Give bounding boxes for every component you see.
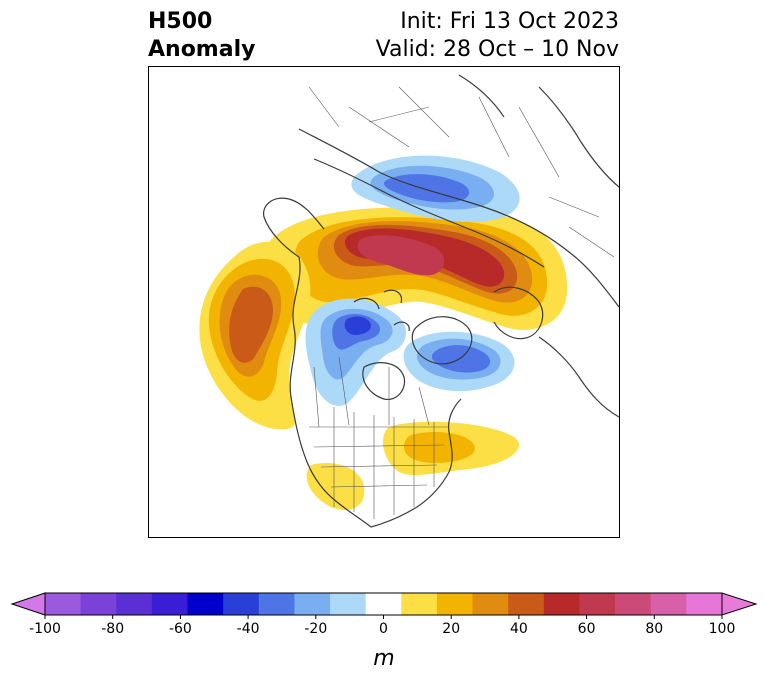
ridge-southwest (306, 463, 365, 511)
colorbar-segment (223, 593, 260, 615)
colorbar-tick-label: 0 (379, 621, 388, 635)
coast-hudson (362, 362, 406, 401)
map-panel (148, 66, 620, 538)
colorbar-segment (187, 593, 224, 615)
trough-greenland-30 (431, 345, 491, 373)
init-date-label: Init: Fri 13 Oct 2023 (400, 9, 619, 34)
coast-east-asia (458, 74, 619, 188)
colorbar-segment (650, 593, 687, 615)
colorbar-ticks: -100 -80 -60 -40 -20 0 20 40 60 80 100 (29, 615, 735, 635)
colorbar: -100 -80 -60 -40 -20 0 20 40 60 80 100 (10, 592, 758, 635)
political-borders (308, 86, 615, 519)
coast-na-east (370, 398, 462, 528)
colorbar-tick-label: -100 (29, 621, 61, 635)
colorbar-tick-label: -80 (101, 621, 124, 635)
colorbar-segment (45, 593, 82, 615)
coast-alaska (263, 197, 325, 258)
colorbar-tick-label: 60 (578, 621, 596, 635)
anomaly-map (199, 74, 619, 528)
colorbar-segments (10, 592, 758, 616)
chart-title-left: H500 Anomaly (148, 8, 255, 64)
colorbar-segment (330, 593, 367, 615)
colorbar-tick-label: -60 (169, 621, 192, 635)
colorbar-segment (401, 593, 438, 615)
coast-eurasia (298, 128, 619, 308)
coast-greenland (411, 316, 473, 365)
colorbar-segment (579, 593, 616, 615)
colorbar-segment (116, 593, 153, 615)
colorbar-over-arrow (721, 592, 758, 616)
trough-canada-50 (344, 316, 372, 335)
colorbar-segment (151, 593, 189, 615)
colorbar-tick-label: -20 (304, 621, 327, 635)
coast-siberia (313, 158, 545, 268)
colorbar-tick-label: 100 (709, 621, 736, 635)
ridge-atlantic-20 (404, 432, 475, 463)
colorbar-tick-label: 20 (442, 621, 460, 635)
colorbar-segment (543, 593, 580, 615)
title-field-name: H500 (148, 9, 213, 34)
chart-title-right: Init: Fri 13 Oct 2023 Valid: 28 Oct – 10… (376, 8, 619, 64)
colorbar-tick-label: -40 (237, 621, 260, 635)
colorbar-segment (472, 593, 509, 615)
colorbar-segment (80, 593, 117, 615)
colorbar-segment (615, 593, 652, 615)
coast-scandinavia (493, 286, 544, 340)
colorbar-segment (258, 593, 295, 615)
canada-province-lines (313, 356, 430, 428)
coastlines (263, 74, 619, 528)
ridge-pacific-40 (229, 286, 274, 363)
colorbar-tick-label: 40 (510, 621, 528, 635)
coast-europe (538, 336, 619, 418)
us-state-lines (309, 407, 449, 519)
colorbar-segment (686, 593, 723, 615)
title-field-type: Anomaly (148, 37, 256, 62)
colorbar-unit-label: m (373, 646, 395, 671)
colorbar-under-arrow (10, 592, 46, 616)
eurasia-border-lines (308, 86, 615, 258)
colorbar-segment (294, 593, 331, 615)
colorbar-segment (508, 593, 545, 615)
colorbar-segment (436, 593, 474, 615)
colorbar-segment (365, 593, 402, 615)
ridge-arctic-60 (357, 235, 445, 276)
coast-na-west (289, 256, 372, 528)
valid-range-label: Valid: 28 Oct – 10 Nov (375, 37, 619, 62)
colorbar-tick-label: 80 (645, 621, 663, 635)
coast-arctic-islands (353, 289, 410, 332)
